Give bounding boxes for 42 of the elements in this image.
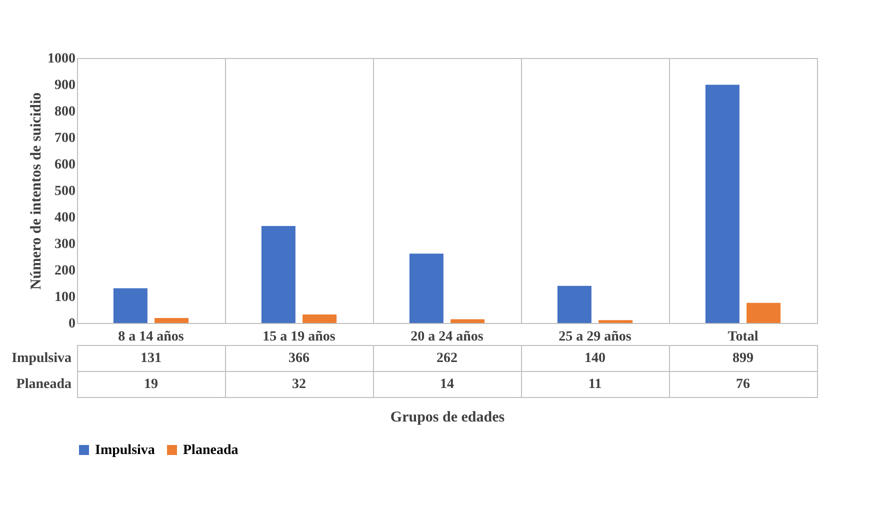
bar [450, 319, 485, 323]
text: Impulsiva [12, 351, 72, 366]
y-tick-label: 100 [54, 290, 76, 305]
x-tick-label: 25 a 29 años [558, 330, 632, 344]
bar [154, 318, 189, 323]
y-tick-label: 600 [54, 158, 76, 172]
y-tick-label: 900 [54, 78, 76, 93]
y-tick-label: 1000 [48, 52, 76, 66]
legend-label: Impulsiva [95, 443, 155, 458]
bar [261, 226, 296, 323]
data-label: 262 [436, 351, 458, 366]
data-label: 140 [584, 351, 606, 366]
data-label: 14 [440, 377, 454, 392]
x-axis-title: Grupos de edades [390, 410, 505, 426]
y-axis-title: Número de intentos de suicidio [28, 92, 44, 290]
x-tick-label: 8 a 14 años [118, 330, 184, 344]
legend-label: Planeada [183, 443, 238, 458]
x-tick-label: Total [728, 330, 758, 344]
y-tick-label: 500 [54, 184, 76, 199]
y-tick-label: 700 [54, 131, 76, 146]
y-tick-label: 400 [54, 210, 76, 226]
bar [705, 84, 740, 323]
bar [409, 254, 444, 323]
x-tick-label: 15 a 19 años [262, 330, 336, 344]
text: Planeada [16, 377, 72, 392]
y-tick-label: 300 [54, 237, 76, 252]
y-tick-label: 800 [54, 104, 76, 120]
bar [302, 314, 337, 323]
bar [113, 288, 148, 323]
data-label: 32 [292, 377, 306, 392]
data-label: 899 [732, 351, 754, 366]
x-tick-label: 20 a 24 años [410, 330, 484, 344]
data-label: 76 [736, 377, 750, 392]
data-label: 19 [144, 377, 158, 392]
data-label: 131 [140, 351, 162, 366]
y-tick-label: 0 [68, 316, 76, 332]
bar [557, 286, 592, 323]
bar [598, 320, 633, 323]
bar [746, 302, 781, 323]
data-label: 366 [288, 351, 310, 366]
data-label: 11 [588, 377, 602, 392]
y-tick-label: 200 [54, 264, 76, 278]
